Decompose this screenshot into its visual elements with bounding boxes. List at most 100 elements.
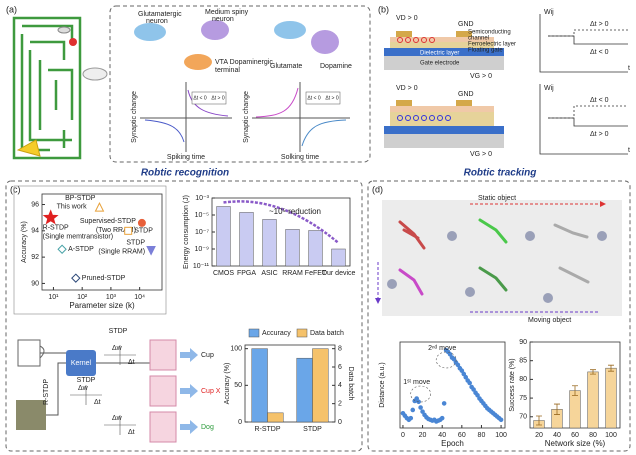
axis-label: t [628,147,630,154]
label: Dog [201,424,214,431]
marker [124,226,133,235]
marker [94,202,105,212]
label: Δt [128,429,135,436]
axis-label: Wij [544,85,554,92]
point-label: STDP [126,239,145,246]
annotation: ~10⁵ reduction [269,207,321,216]
label: VG > 0 [470,73,492,80]
neuron [201,20,229,40]
neuron [134,23,166,41]
label: VD > 0 [396,85,418,92]
label: STDP [77,377,96,384]
marker [498,417,504,423]
bar [605,367,617,429]
label: terminal [215,67,240,74]
plot-frame [41,193,163,291]
point-label: BP-STDP [65,195,96,202]
panel-label: (a) [6,4,17,14]
trend-arrow [223,200,340,244]
error-bar [572,385,578,396]
marker [471,387,476,392]
annotation: 1ˢᵗ move [403,379,430,386]
label: VG > 0 [470,151,492,158]
label: Δw [112,415,123,422]
bar [296,357,313,423]
y-tick-label: 90 [519,339,527,346]
marker [71,273,81,283]
label: R-STDP [43,379,50,405]
marker [467,380,472,386]
inset-frame [13,185,167,315]
y-axis-label: Energy consumption (J) [183,195,190,269]
label: Moving object [528,317,571,324]
y-axis-label: Accuracy (%) [224,363,231,405]
annotation-ring [410,385,431,403]
label: Dopamine [320,63,352,70]
x-tick-label: 0 [401,432,405,439]
panel-box [5,180,363,452]
y2-tick-label: 4 [338,382,342,389]
bar [569,390,581,429]
inset-box [109,5,371,163]
x-tick-label: STDP [303,426,322,433]
label: GND [458,91,474,98]
section-title: Robtic tracking [464,168,537,179]
legend-label: Data batch [310,330,344,337]
x-axis-label: Epoch [441,439,464,448]
y-axis-label: Accuracy (%) [21,221,28,263]
y-tick-label: 0 [238,419,242,426]
axis-label: Synaptic change [131,91,138,143]
x-tick-label: 10⁴ [134,294,145,301]
mouse [82,67,108,81]
bar [251,348,268,423]
y-tick-label: 100 [230,346,242,353]
bar [267,412,284,423]
x-tick-label: 100 [495,432,507,439]
label: Cup X [201,388,221,395]
x-tick-label: 10¹ [48,294,59,301]
error-bar [554,403,560,415]
label: VTA Dopaminergic [215,59,273,66]
legend: Δt > 0 [325,95,338,101]
error-bar [536,415,542,426]
marker [447,351,453,357]
annotation: This work [57,204,87,211]
legend: Δt > 0 [211,95,224,101]
y-tick-label: 75 [519,395,527,402]
panel-label: (c) [10,184,21,194]
bar [308,230,323,267]
label: Glutamatergic [138,11,182,18]
panel-label: (b) [378,4,389,14]
marker [439,415,445,421]
label: Glutamate [270,63,302,70]
y-tick-label: 10⁻⁷ [195,229,209,236]
x-tick-label: FeFET [305,270,327,277]
marker [408,415,414,421]
x-tick-label: 10² [77,294,88,301]
marker [461,371,467,377]
x-tick-label: ASIC [261,270,277,277]
axis-label: t [628,65,630,72]
x-tick-label: 80 [589,432,597,439]
label: Δw [112,345,123,352]
marker [463,374,469,380]
y2-tick-label: 0 [338,419,342,426]
y-tick-label: 10⁻⁹ [195,246,209,253]
point-label: A-STDP [68,246,94,253]
bar [587,371,599,429]
x-tick-label: 20 [535,432,543,439]
x-tick-label: 10³ [106,294,117,301]
x-tick-label: Our device [322,270,356,277]
label: VD > 0 [396,15,418,22]
mouse-icon [57,26,71,34]
label: Δt < 0 [590,49,609,56]
point-label: STDP [134,228,153,235]
cheese [16,139,41,157]
y-tick-label: 10⁻¹¹ [193,263,210,270]
label: Dielectric layer [420,51,459,57]
marker [410,407,416,413]
plot-frame [244,344,336,423]
axis-label: Spiking time [167,154,205,161]
label: Gate electrode [420,61,460,67]
